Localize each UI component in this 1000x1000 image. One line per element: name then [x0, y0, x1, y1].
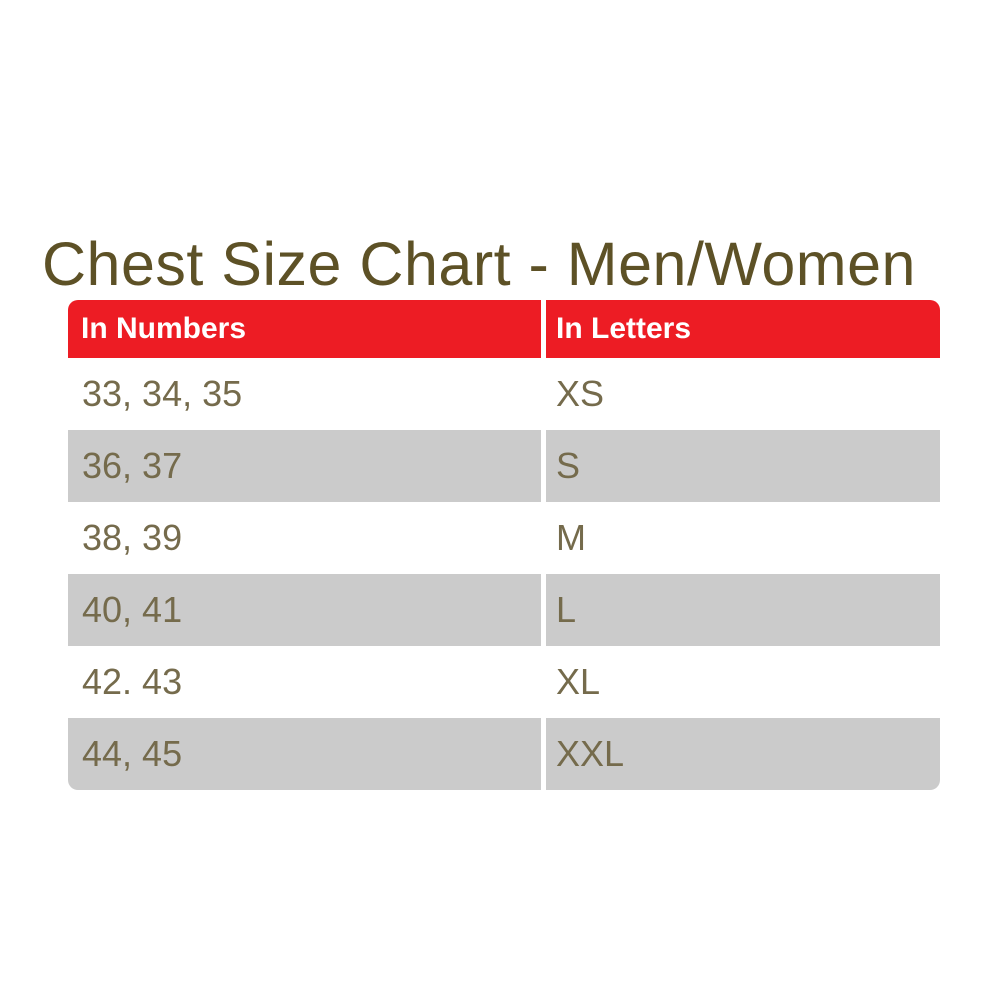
page-title: Chest Size Chart - Men/Women [42, 229, 916, 298]
cell-letters: XL [546, 646, 940, 718]
table-row: 40, 41 L [68, 574, 940, 646]
cell-letters: M [546, 502, 940, 574]
column-divider [541, 430, 546, 502]
column-header-in-numbers: In Numbers [68, 300, 541, 358]
cell-numbers: 38, 39 [68, 502, 541, 574]
table-row: 42. 43 XL [68, 646, 940, 718]
cell-letters: XS [546, 358, 940, 430]
column-header-in-letters: In Letters [546, 300, 940, 358]
table-row: 33, 34, 35 XS [68, 358, 940, 430]
size-chart-table: In Numbers In Letters 33, 34, 35 XS 36, … [68, 300, 940, 790]
cell-letters: XXL [546, 718, 940, 790]
table-row: 44, 45 XXL [68, 718, 940, 790]
cell-numbers: 40, 41 [68, 574, 541, 646]
cell-numbers: 33, 34, 35 [68, 358, 541, 430]
column-divider [541, 358, 546, 430]
table-header-row: In Numbers In Letters [68, 300, 940, 358]
table-row: 38, 39 M [68, 502, 940, 574]
cell-numbers: 42. 43 [68, 646, 541, 718]
column-divider [541, 502, 546, 574]
cell-letters: L [546, 574, 940, 646]
cell-numbers: 36, 37 [68, 430, 541, 502]
table-row: 36, 37 S [68, 430, 940, 502]
column-divider [541, 574, 546, 646]
column-divider [541, 718, 546, 790]
column-divider [541, 646, 546, 718]
cell-letters: S [546, 430, 940, 502]
cell-numbers: 44, 45 [68, 718, 541, 790]
column-divider [541, 300, 546, 358]
